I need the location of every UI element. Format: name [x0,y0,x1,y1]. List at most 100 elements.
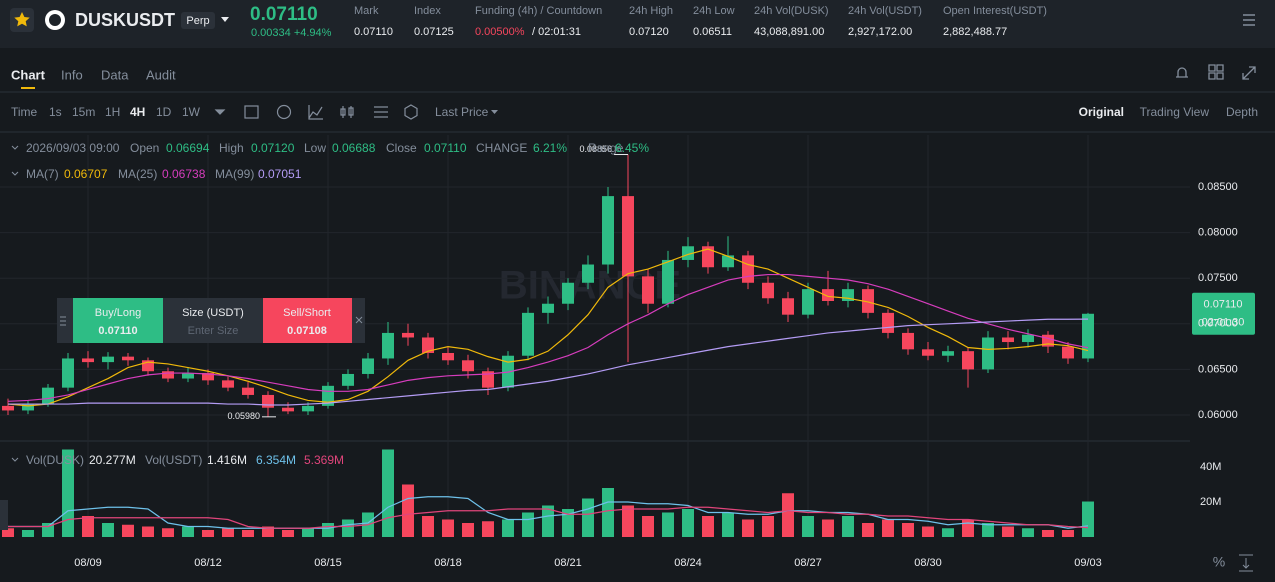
symbol-dropdown[interactable] [221,17,229,22]
volume-bar [542,505,554,537]
auto-scale-icon[interactable] [1239,554,1253,572]
chart-type-icon[interactable] [308,105,323,120]
collapse-icon[interactable] [11,145,19,150]
interval-dropdown[interactable] [214,109,226,115]
candle-body [902,332,914,350]
stat-value: 2,927,172.00 [848,26,912,38]
volume-bar [1002,526,1014,537]
sell-button[interactable] [263,298,352,343]
volume-bar [262,526,274,537]
volume-bar [942,528,954,537]
buy-button[interactable] [73,298,163,343]
buy-label[interactable]: Buy/Long [95,307,141,319]
sell-label[interactable]: Sell/Short [283,307,331,319]
candle-body [82,358,94,363]
legend-label: Open [130,141,159,155]
legend-value: 0.07120 [251,141,295,155]
legend-label: Close [386,141,417,155]
volume-bar [402,484,414,537]
candle-body [362,358,374,374]
close-panel[interactable] [355,316,363,324]
volume-bar [882,519,894,537]
tab-underline [21,87,35,89]
candle-body [522,312,534,356]
volume-bar [222,528,234,537]
stat-label: 24h Vol(USDT) [848,5,922,17]
volume-bar [1082,501,1094,537]
candle-body [802,289,814,315]
candle-body [842,289,854,301]
tab[interactable]: Audit [146,67,176,82]
volume-bar [722,512,734,537]
drag-handle[interactable] [60,316,66,326]
volume-bar [502,519,514,537]
candle-body [962,351,974,370]
legend-value: 0.06694 [166,141,210,155]
settings-icon[interactable] [374,106,388,118]
x-tick-label: 08/15 [314,557,342,569]
tab[interactable]: Chart [11,67,46,82]
candle-body [642,276,654,304]
candle-body [382,332,394,359]
bell-icon[interactable] [1176,67,1188,78]
volume-bar [742,519,754,537]
collapse-icon[interactable] [11,457,19,462]
volume-ma-value: 6.354M [256,453,296,467]
stat-value: 0.07110 [354,26,393,38]
tool-icons [214,104,418,120]
percent-toggle[interactable]: % [1213,554,1225,570]
fullscreen-icon[interactable] [1242,66,1256,80]
volume-bar [422,516,434,537]
sell-price[interactable]: 0.07108 [287,325,327,337]
collapse-icon[interactable] [11,171,19,176]
candle-body [462,360,474,372]
tab[interactable]: Data [101,67,129,82]
candle-body [982,337,994,370]
volume-bar [822,519,834,537]
calendar-icon[interactable] [244,105,259,119]
menu-icon[interactable] [1243,14,1255,26]
candle-body [482,371,494,388]
interval[interactable]: 1D [156,105,172,119]
price-tag-countdown: 02:01:30 [1202,317,1245,329]
model-icon[interactable] [404,104,418,120]
candle-body [1042,334,1054,347]
stat-value: 43,088,891.00 [754,26,824,38]
x-tick-label: 08/18 [434,557,462,569]
view-toggle[interactable]: Original [1079,105,1124,119]
candle-body [22,404,34,411]
interval[interactable]: 4H [130,105,145,119]
x-tick-label: 08/21 [554,557,582,569]
legend-value: 6.21% [533,141,567,155]
buy-price[interactable]: 0.07110 [98,325,137,337]
price-type[interactable]: Last Price [435,105,489,119]
ma-legend-name: MA(7) [26,167,59,181]
stat-value: 0.07125 [414,26,454,38]
candle-body [822,289,834,301]
interval[interactable]: 1H [105,105,120,119]
ma-legend-value: 0.07051 [258,167,302,181]
candle-body [562,282,574,304]
price-dropdown[interactable] [491,110,498,114]
side-toggle[interactable] [0,500,8,530]
stats: Mark 0.07110 Index 0.07125 Funding (4h) / Co… [354,5,1047,38]
size-input[interactable]: Enter Size [188,325,239,337]
volume-bar [1022,528,1034,537]
candle-body [282,407,294,412]
interval[interactable]: 1s [49,105,62,119]
volume-bar [302,528,314,537]
interval[interactable]: 1W [182,105,201,119]
tab[interactable]: Info [61,67,83,82]
view-toggle[interactable]: Depth [1226,105,1258,119]
interval[interactable]: 15m [72,105,95,119]
layout-icon[interactable] [1208,64,1224,80]
volume-bar [802,516,814,537]
stat-label: Index [414,5,441,17]
ma-legend-value: 0.06738 [162,167,206,181]
indicator-icon[interactable] [276,104,292,120]
symbol[interactable]: DUSKUSDT [75,10,175,30]
view-toggle[interactable]: Trading View [1140,105,1210,119]
candle-icon[interactable] [340,106,354,118]
